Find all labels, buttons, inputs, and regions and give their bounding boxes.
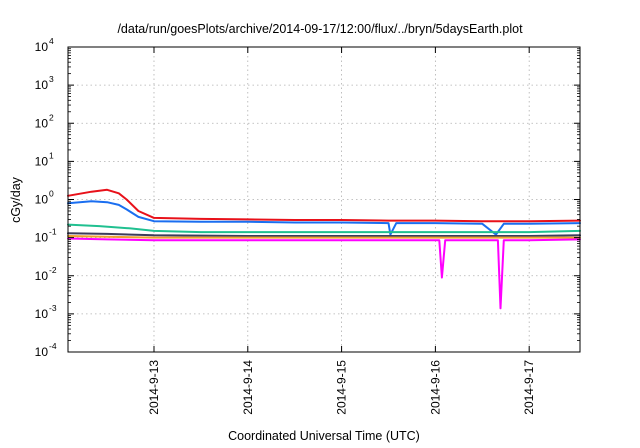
y-tick-label: 10: [35, 345, 49, 359]
y-tick-label-exponent: 0: [49, 189, 54, 199]
y-tick-label: 10: [35, 78, 49, 92]
x-tick-label: 2014-9-17: [522, 360, 536, 415]
chart-title: /data/run/goesPlots/archive/2014-09-17/1…: [117, 22, 523, 36]
y-tick-label: 10: [35, 193, 49, 207]
y-tick-label-exponent: 2: [49, 112, 54, 122]
grid-layer: [68, 47, 580, 352]
series-layer: [67, 188, 581, 310]
y-tick-label-exponent: -3: [49, 303, 57, 313]
x-tick-label: 2014-9-13: [147, 360, 161, 415]
y-tick-label: 10: [35, 307, 49, 321]
y-tick-label: 10: [35, 116, 49, 130]
y-tick-label-exponent: 1: [49, 150, 54, 160]
y-axis-label: cGy/day: [9, 176, 23, 223]
series-line-5: [67, 235, 581, 239]
y-tick-label: 10: [35, 40, 49, 54]
y-tick-label-exponent: -4: [49, 341, 57, 351]
y-tick-label-exponent: -2: [49, 265, 57, 275]
x-tick-label: 2014-9-14: [241, 360, 255, 415]
x-tick-label: 2014-9-15: [335, 360, 349, 415]
y-tick-label-exponent: 4: [49, 36, 54, 46]
series-line-4: [67, 232, 581, 237]
series-line-6: [67, 237, 581, 310]
series-line-3: [67, 223, 581, 234]
y-tick-label: 10: [35, 154, 49, 168]
x-tick-label: 2014-9-16: [428, 360, 442, 415]
x-axis-label: Coordinated Universal Time (UTC): [228, 429, 420, 443]
series-line-1: [67, 188, 581, 223]
y-tick-label-exponent: 3: [49, 74, 54, 84]
y-tick-label-exponent: -1: [49, 227, 57, 237]
y-tick-label: 10: [35, 269, 49, 283]
y-tick-label: 10: [35, 231, 49, 245]
